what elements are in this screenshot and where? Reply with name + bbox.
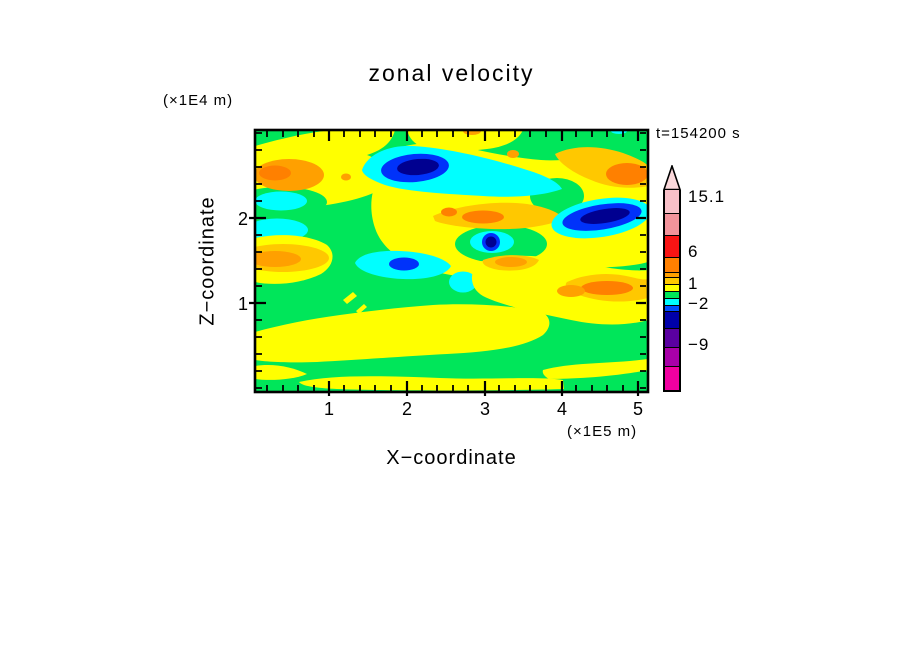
colorbar-bands [663, 190, 681, 392]
plot-border [253, 128, 650, 394]
navy-eddy-2 [580, 208, 630, 224]
colorbar-band [665, 257, 679, 272]
colorbar-band [665, 366, 679, 390]
colorbar-band [665, 277, 679, 284]
time-annotation: t=154200 s [656, 125, 741, 142]
x-axis-unit: (×1E5 m) [567, 423, 638, 440]
blue-lens-lower [389, 257, 419, 271]
colorbar-label-max: 15.1 [688, 187, 726, 206]
colorbar-label-neg9: −9 [688, 335, 710, 354]
cyan-patch-left-upper [255, 191, 307, 211]
colorbar-band [665, 284, 679, 291]
x-tick-label-5: 5 [632, 399, 643, 419]
colorbar-label-6: 6 [688, 242, 699, 261]
x-axis-title: X−coordinate [386, 447, 517, 469]
colorbar-band [665, 272, 679, 277]
y-tick-label-2: 2 [237, 209, 248, 229]
y-tick-label-1: 1 [237, 294, 248, 314]
y-axis-title: Z−coordinate [196, 196, 219, 326]
colorbar-band [665, 213, 679, 235]
contour-field [255, 130, 648, 392]
minor-ticks [256, 131, 646, 391]
navy-eddy-3 [485, 236, 497, 248]
navy-eddy-1 [397, 158, 439, 176]
colorbar-label-neg2: −2 [688, 294, 710, 313]
colorbar-band [665, 347, 679, 366]
y-axis-unit: (×1E4 m) [163, 92, 234, 109]
x-tick-label-3: 3 [479, 399, 490, 419]
x-tick-label-2: 2 [401, 399, 412, 419]
colorbar-band [665, 305, 679, 311]
colorbar-band [665, 311, 679, 328]
x-tick-label-1: 1 [323, 399, 334, 419]
colorbar-band [665, 291, 679, 298]
colorbar-arrow-icon [663, 165, 681, 190]
colorbar-label-1: 1 [688, 274, 699, 293]
x-tick-label-4: 4 [556, 399, 567, 419]
chart-title: zonal velocity [368, 60, 535, 86]
colorbar-band [665, 235, 679, 257]
contour-plot [249, 128, 650, 396]
colorbar-band [665, 298, 679, 305]
colorbar-band [665, 328, 679, 347]
colorbar-band [665, 190, 679, 213]
major-ticks [249, 131, 646, 396]
